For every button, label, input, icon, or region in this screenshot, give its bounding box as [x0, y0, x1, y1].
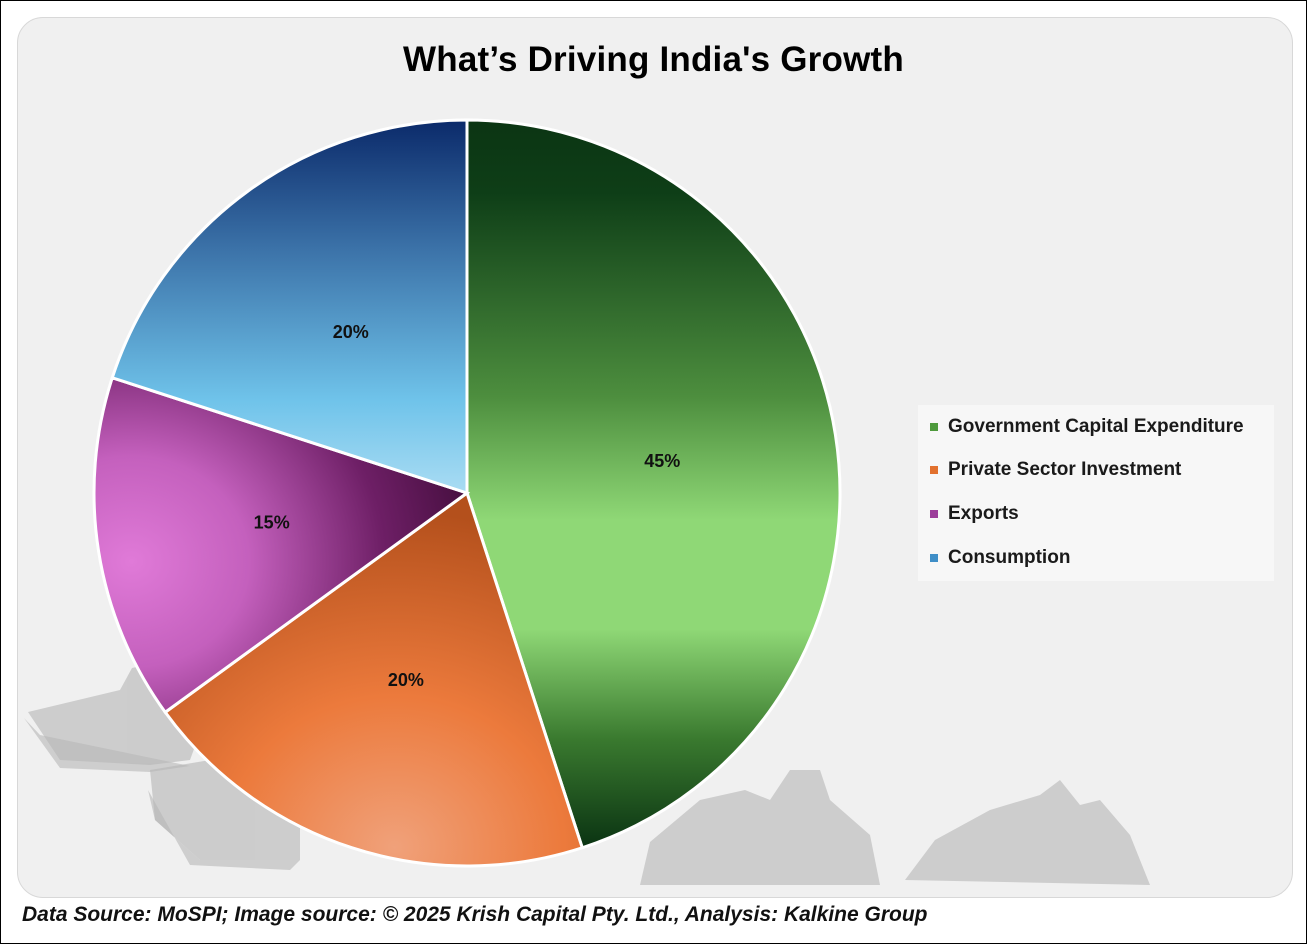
chart-title: What’s Driving India's Growth: [403, 40, 904, 79]
pie-slices: [92, 118, 842, 868]
legend-swatch-purple: [930, 510, 938, 518]
background-puzzle-shadow: [24, 718, 300, 870]
legend-swatch-orange: [930, 466, 938, 474]
legend-item-consumption: Consumption: [930, 546, 1070, 570]
pie-data-labels: 45% 20% 15% 20%: [254, 322, 681, 690]
chart-legend: Government Capital Expenditure Private S…: [918, 405, 1274, 581]
data-label-exports: 15%: [254, 513, 290, 533]
legend-swatch-blue: [930, 554, 938, 562]
data-source-footnote: Data Source: MoSPI; Image source: © 2025…: [22, 903, 928, 926]
slice-consumption: [110, 118, 469, 496]
legend-label: Government Capital Expenditure: [948, 416, 1244, 437]
slice-government-capital-expenditure: [465, 118, 842, 850]
legend-swatch-green: [930, 423, 938, 431]
legend-label: Exports: [948, 503, 1019, 524]
data-label-government-capital-expenditure: 45%: [644, 451, 680, 471]
data-label-private-sector-investment: 20%: [388, 670, 424, 690]
slice-exports: [92, 375, 471, 715]
legend-label: Private Sector Investment: [948, 459, 1182, 480]
legend-item-government-capital-expenditure: Government Capital Expenditure: [930, 415, 1244, 439]
legend-item-exports: Exports: [930, 502, 1019, 526]
data-label-consumption: 20%: [333, 322, 369, 342]
legend-label: Consumption: [948, 547, 1071, 568]
background-puzzle-decoration: [28, 664, 1150, 885]
slice-private-sector-investment: [163, 490, 585, 868]
legend-item-private-sector-investment: Private Sector Investment: [930, 458, 1181, 482]
